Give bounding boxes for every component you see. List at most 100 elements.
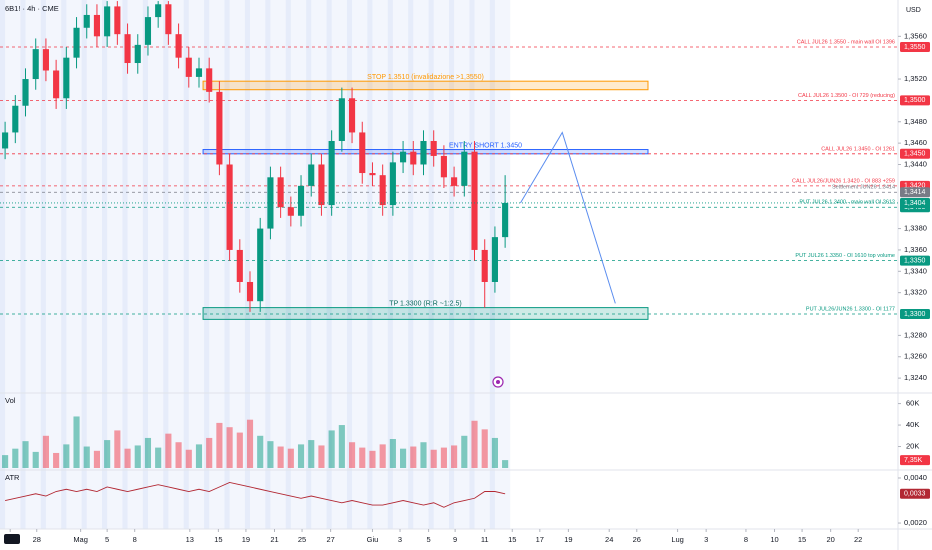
candle-body [185, 57, 192, 77]
volume-bar [481, 429, 488, 468]
tv-logo[interactable] [4, 534, 20, 544]
volume-bar [440, 447, 447, 468]
stripe [367, 0, 373, 529]
x-tick-label: Lug [671, 535, 684, 544]
volume-bar [63, 444, 70, 468]
stripe [142, 0, 148, 529]
x-tick-label: 5 [427, 535, 431, 544]
stripe [408, 0, 414, 529]
x-tick-label: 10 [770, 535, 778, 544]
symbol-title: 6B1! · 4h · CME [5, 4, 59, 13]
volume-label: Vol [5, 396, 16, 405]
volume-bar [257, 435, 264, 468]
y-tick-label: 1,3320 [904, 288, 927, 297]
level-label: CALL JUL26/JUN26 1.3420 - OI 883 +259 [792, 178, 895, 184]
stripe [204, 0, 210, 529]
volume-bar [267, 441, 274, 468]
stripe [306, 0, 312, 529]
candle-body [155, 4, 162, 18]
candle-body [389, 162, 396, 206]
volume-bar [338, 425, 345, 468]
stripe [449, 0, 455, 529]
candle-body [42, 49, 49, 71]
volume-bar [348, 442, 356, 468]
stripe [163, 0, 169, 529]
level-label: PUT JUL26 1.3350 - OI 1610 top volume [795, 253, 895, 259]
candle-body [287, 207, 294, 216]
candle-body [430, 140, 437, 156]
candle-body [53, 70, 60, 99]
stripe [387, 0, 393, 529]
atr-tick-label: 0,0040 [904, 473, 927, 482]
candle-body [236, 249, 243, 282]
price-badge-label: 1,3300 [904, 311, 926, 318]
x-tick-label: 15 [214, 535, 222, 544]
volume-bar [73, 416, 80, 468]
price-badge-label: 1,3450 [904, 151, 926, 158]
x-tick-label: 3 [704, 535, 708, 544]
price-badge [900, 309, 930, 320]
volume-bar [379, 444, 386, 468]
stripe [346, 0, 353, 529]
event-icon-dot [496, 380, 500, 384]
vol-tick-label: 60K [906, 399, 919, 408]
logo-box[interactable] [4, 534, 20, 544]
volume-bar [359, 447, 366, 468]
y-tick-label: 1,3360 [904, 245, 927, 254]
x-tick-label: 15 [508, 535, 516, 544]
candle-body [165, 4, 172, 35]
atr-badge-label: 0,0033 [904, 491, 926, 498]
volume-bar [124, 448, 131, 468]
stripe [0, 0, 6, 529]
candle-body [73, 27, 80, 58]
volume-bar [420, 442, 427, 468]
zone [202, 307, 649, 320]
vol-badge-label: 7,35K [904, 457, 923, 464]
last-price-label: 1,3404 [904, 200, 926, 207]
candle-body [461, 151, 468, 186]
candle-body [491, 237, 498, 282]
volume-bar [144, 437, 152, 468]
x-tick-label: 19 [242, 535, 250, 544]
candle-body [124, 34, 131, 64]
volume-bar [42, 435, 49, 468]
volume-bar [318, 445, 325, 468]
stripe [122, 0, 128, 529]
level-label: CALL JUL26 1.3500 - OI 729 (reducing) [798, 93, 895, 99]
price-badge [900, 41, 930, 52]
volume-bar [32, 451, 39, 468]
stripe [102, 0, 108, 529]
stripe [265, 0, 271, 529]
event-marker[interactable] [492, 376, 504, 388]
candle-body [308, 164, 315, 186]
volume-bar [410, 446, 417, 468]
session-stripes [0, 0, 511, 529]
atr-label: ATR [5, 473, 20, 482]
candle-body [410, 151, 417, 165]
y-tick-label: 1,3460 [904, 138, 927, 147]
price-badge-label: 1,3350 [904, 257, 926, 264]
candle-body [144, 17, 152, 45]
candle-body [471, 151, 478, 250]
candle-body [104, 6, 111, 37]
stripe [244, 0, 251, 529]
volume-bar [93, 450, 101, 468]
x-tick-label: Giu [367, 535, 379, 544]
candle-body [440, 155, 447, 178]
stripe [61, 0, 67, 529]
currency: USD [906, 7, 921, 14]
stripe [469, 0, 475, 529]
volume-bar [216, 422, 223, 468]
volume-bar [22, 441, 29, 468]
volume-bar [53, 452, 60, 468]
x-tick-label: 8 [744, 535, 748, 544]
volume-bar [277, 446, 284, 468]
atr-badge [900, 488, 930, 499]
candle-body [318, 164, 325, 206]
x-tick-label: 28 [33, 535, 41, 544]
volume-bar [308, 440, 315, 468]
volume-bar [175, 442, 182, 468]
volume-bar [502, 460, 509, 468]
volume-bar [83, 446, 90, 468]
